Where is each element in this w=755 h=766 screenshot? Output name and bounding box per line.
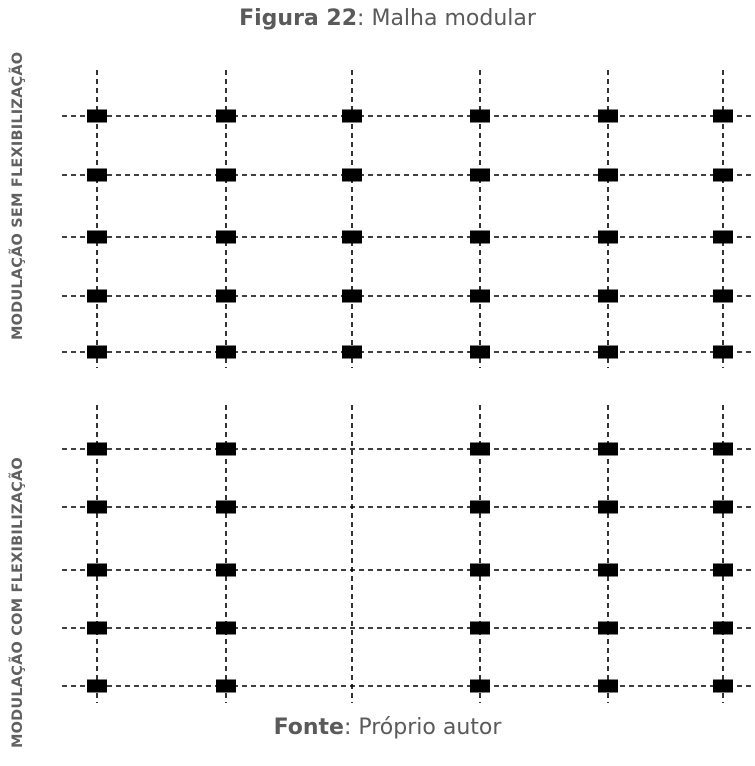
grid-node — [470, 563, 490, 577]
grid-node — [87, 289, 107, 303]
grid-node — [216, 679, 236, 693]
grid-node — [342, 109, 362, 123]
grid-node — [598, 621, 618, 635]
grid-node — [470, 289, 490, 303]
grid-node — [87, 563, 107, 577]
grid-node — [87, 500, 107, 514]
grid-node — [87, 345, 107, 359]
grid-node — [470, 168, 490, 182]
grid-node — [216, 289, 236, 303]
grid-node — [598, 442, 618, 456]
grid-node — [713, 168, 733, 182]
source-caption: Fonte: Próprio autor — [10, 715, 755, 740]
grid-node — [216, 563, 236, 577]
grid-node — [713, 345, 733, 359]
grid-node — [598, 500, 618, 514]
grid-node — [470, 500, 490, 514]
grid-node — [598, 109, 618, 123]
figure-label: Figura 22 — [239, 6, 358, 31]
grid-node — [598, 230, 618, 244]
grid-node — [342, 345, 362, 359]
grid-node — [216, 168, 236, 182]
grid-node — [598, 168, 618, 182]
grid-node — [470, 442, 490, 456]
grid-node — [87, 442, 107, 456]
grid-node — [216, 109, 236, 123]
grid-panel-com-flexibilizacao — [62, 405, 755, 703]
grid-panel-sem-flexibilizacao — [62, 70, 755, 368]
grid-node — [598, 289, 618, 303]
grid-node — [713, 563, 733, 577]
grid-node — [216, 442, 236, 456]
grid-node — [216, 621, 236, 635]
grid-node — [713, 109, 733, 123]
source-separator: : — [343, 715, 352, 740]
grid-node — [342, 230, 362, 244]
source-text: Próprio autor — [358, 715, 502, 740]
grid-node — [342, 289, 362, 303]
grid-node — [713, 500, 733, 514]
grid-node — [216, 500, 236, 514]
grid-node — [87, 109, 107, 123]
grid-node — [216, 230, 236, 244]
grid-node — [87, 679, 107, 693]
grid-node — [216, 345, 236, 359]
grid-node — [87, 168, 107, 182]
grid-node — [470, 621, 490, 635]
grid-node — [713, 442, 733, 456]
grid-node — [713, 230, 733, 244]
figure-title: Malha modular — [371, 6, 536, 31]
grid-node — [470, 345, 490, 359]
grid-node — [598, 345, 618, 359]
figure-separator: : — [357, 6, 365, 31]
grid-node — [713, 289, 733, 303]
grid-node — [470, 230, 490, 244]
grid-node — [87, 621, 107, 635]
grid-node — [598, 563, 618, 577]
grid-node — [87, 230, 107, 244]
source-label: Fonte — [273, 715, 344, 740]
grid-node — [470, 679, 490, 693]
grid-node — [713, 679, 733, 693]
grid-node — [598, 679, 618, 693]
figure-caption: Figura 22: Malha modular — [10, 6, 755, 31]
grid-node — [470, 109, 490, 123]
grid-node — [713, 621, 733, 635]
grid-node — [342, 168, 362, 182]
